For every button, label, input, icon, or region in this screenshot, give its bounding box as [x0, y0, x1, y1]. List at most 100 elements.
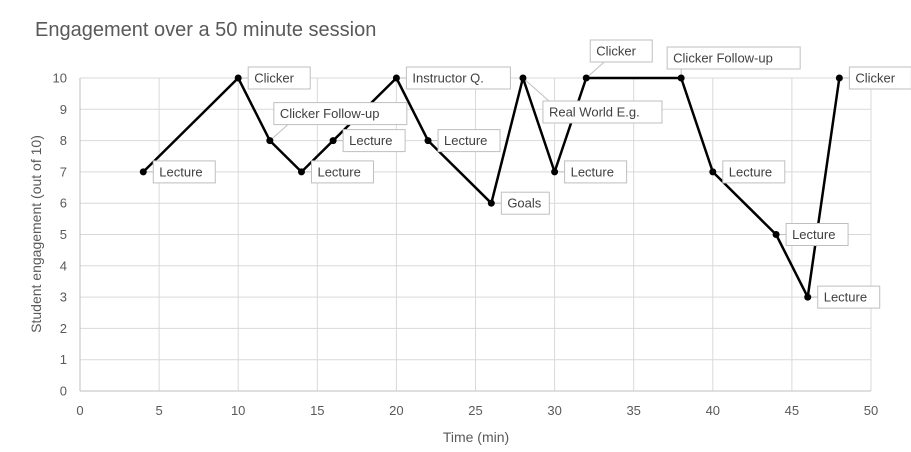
x-tick-label: 35: [626, 403, 640, 418]
data-point: [392, 74, 400, 82]
callout-box: [589, 39, 653, 63]
callout-label: Instructor Q.: [412, 71, 484, 86]
callout: Lecture: [301, 160, 374, 184]
callout: Lecture: [554, 160, 628, 184]
callout-box: [666, 46, 801, 70]
data-callouts: Lecture Clicker Clicker Follow-up Lecture Le…: [143, 39, 911, 309]
callout-label: Clicker Follow-up: [673, 51, 773, 66]
callout-label: Lecture: [349, 133, 392, 148]
data-point: [266, 137, 274, 145]
callout-box: [542, 100, 663, 124]
callout-box: [785, 223, 849, 246]
callout-box: [437, 129, 501, 153]
callout-box: [247, 66, 311, 90]
x-tick-label: 40: [706, 403, 720, 418]
callout-box: [564, 160, 628, 184]
callout-leader: [522, 77, 550, 102]
x-tick-label: 25: [468, 403, 482, 418]
x-tick-label: 30: [547, 403, 561, 418]
callout-box: [722, 160, 786, 184]
callout: Real World E.g.: [522, 77, 663, 124]
data-point: [772, 231, 780, 238]
x-tick-label: 20: [389, 403, 403, 418]
y-tick-label: 5: [60, 227, 67, 242]
data-point: [329, 137, 337, 145]
data-point: [139, 168, 147, 176]
callout-label: Lecture: [792, 227, 835, 242]
x-tick-label: 0: [76, 403, 83, 418]
y-tick-label: 0: [60, 384, 67, 399]
x-tick-label: 50: [864, 403, 878, 418]
callout-leader: [585, 61, 605, 79]
data-point: [835, 74, 843, 82]
callout-box: [273, 102, 408, 126]
callout-label: Lecture: [317, 164, 360, 179]
callout-box: [152, 160, 216, 184]
series-polyline: [142, 76, 841, 299]
callout-label: Clicker: [596, 44, 636, 59]
callout-box: [342, 129, 406, 153]
data-point: [551, 168, 559, 176]
callout: Lecture: [143, 160, 216, 184]
data-point: [424, 137, 432, 145]
x-tick-label: 10: [231, 403, 245, 418]
callout: Clicker Follow-up: [269, 102, 408, 141]
y-tick-label: 9: [60, 102, 67, 117]
callout: Lecture: [712, 160, 786, 184]
callout-label: Lecture: [729, 164, 772, 179]
data-point: [519, 74, 527, 82]
callout: Lecture: [333, 129, 406, 153]
data-point: [804, 293, 812, 301]
callout-label: Goals: [507, 196, 541, 211]
callout: Lecture: [807, 285, 881, 309]
y-tick-label: 6: [60, 196, 67, 211]
callout: Clicker: [839, 66, 911, 90]
callout-box: [405, 66, 511, 90]
data-point: [582, 74, 590, 82]
callout: Clicker: [585, 39, 653, 79]
x-tick-label: 5: [155, 403, 162, 418]
callout-label: Clicker Follow-up: [280, 106, 380, 121]
callout-label: Clicker: [254, 71, 294, 86]
callout-leader: [269, 124, 289, 141]
gridlines: [80, 77, 872, 391]
callout: Clicker: [238, 66, 311, 90]
data-point: [234, 74, 242, 82]
chart-title: Engagement over a 50 minute session: [35, 19, 376, 41]
x-tick-label: 15: [310, 403, 324, 418]
callout: Clicker Follow-up: [666, 46, 801, 78]
callout-label: Lecture: [159, 164, 202, 179]
callout-box: [848, 66, 911, 90]
callout-label: Lecture: [444, 133, 487, 148]
callout-box: [310, 160, 374, 184]
callout-label: Clicker: [855, 71, 895, 86]
axes: [79, 78, 871, 392]
y-tick-label: 1: [60, 352, 67, 367]
x-tick-label: 45: [785, 403, 799, 418]
callout: Instructor Q.: [396, 66, 511, 90]
data-point: [677, 74, 685, 82]
data-points: [139, 74, 843, 301]
y-tick-label: 7: [60, 164, 67, 179]
callout: Goals: [491, 191, 550, 215]
callout-box: [500, 191, 550, 215]
data-point: [297, 168, 305, 176]
data-point: [709, 168, 717, 176]
callout-label: Lecture: [824, 290, 867, 305]
data-point: [487, 199, 495, 207]
y-axis-title: Student engagement (out of 10): [28, 135, 44, 333]
callout: Lecture: [428, 129, 501, 153]
y-tick-label: 4: [60, 258, 67, 273]
callout-box: [817, 285, 881, 309]
y-tick-label: 8: [60, 133, 67, 148]
series-line: [142, 76, 841, 299]
y-tick-label: 3: [60, 290, 67, 305]
callout-label: Lecture: [571, 164, 614, 179]
callout-label: Real World E.g.: [549, 105, 640, 120]
y-tick-label: 10: [53, 71, 67, 86]
callout: Lecture: [776, 223, 849, 246]
x-axis-title: Time (min): [443, 429, 509, 445]
